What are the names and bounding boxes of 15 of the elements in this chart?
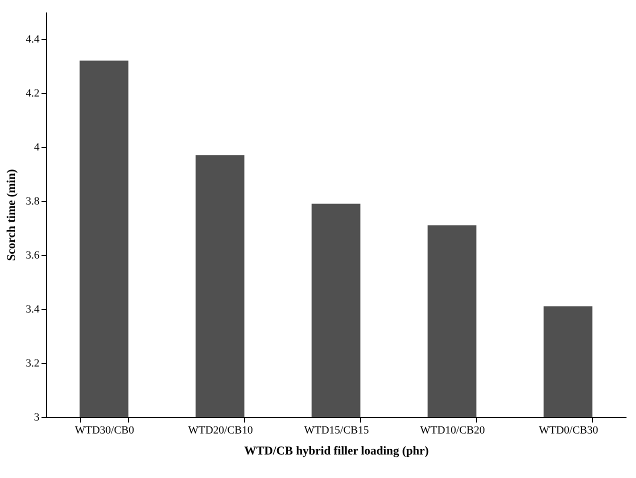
y-tick-label: 4 [34,142,40,154]
y-tick-label: 4.4 [26,34,40,46]
x-axis-title: WTD/CB hybrid filler loading (phr) [244,444,429,458]
x-tick-label: WTD10/CB20 [420,424,486,436]
y-tick-label: 4.2 [26,88,40,100]
y-tick-label: 3 [34,412,40,424]
x-tick-label: WTD15/CB15 [304,424,370,436]
x-tick-label: WTD20/CB10 [188,424,254,436]
x-tick-label: WTD30/CB0 [74,424,135,436]
y-tick-label: 3.4 [26,304,40,316]
y-tick-label: 3.2 [26,358,40,370]
y-tick-label: 3.8 [26,196,40,208]
y-axis-title: Scorch time (min) [4,169,18,261]
x-tick-label: WTD0/CB30 [538,424,599,436]
y-tick-label: 3.6 [26,250,40,262]
